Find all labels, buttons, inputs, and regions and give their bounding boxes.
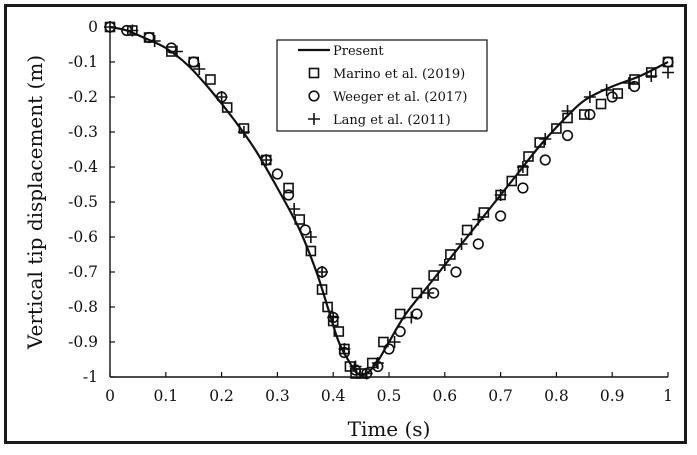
circle-point [584,108,596,121]
circle-point [188,56,200,68]
legend-label: Lang et al. (2011) [333,113,451,128]
legend-entry: Weeger et al. (2017) [308,90,468,105]
plus-point [316,266,329,278]
legend-entry: Lang et al. (2011) [308,113,451,128]
square-point [551,123,562,134]
x-tick-label: 0.2 [209,387,234,405]
plus-point [645,70,658,82]
series-line-present [109,25,669,377]
square-point [595,98,607,110]
x-tick-label: 0.3 [265,387,290,405]
square-point [578,109,590,120]
legend-label: Marino et al. (2019) [333,67,465,82]
plus-point [622,77,635,89]
legend-circle-symbol [308,90,320,102]
circle-point [606,91,618,103]
y-tick-label: -0.8 [68,298,98,316]
x-tick-label: 0.9 [600,387,625,405]
legend-box [276,39,488,132]
plus-point [327,311,340,324]
x-tick-label: 0.8 [544,387,569,405]
y-tick-label: -0.4 [68,158,98,176]
x-tick-label: 0.7 [488,387,513,405]
series [104,21,674,380]
circle-point [282,189,295,201]
y-tick-label: -0.2 [68,88,98,106]
ticks: 0 0.1 0.2 0.3 0.4 0.5 0.6 0.7 0.8 0.9 1 0 -0.1 -0.2 -0… [68,18,673,405]
x-tick-label: 0.1 [153,387,178,405]
circle-point [271,168,284,180]
square-point [506,175,518,187]
legend-square-symbol [308,67,320,79]
y-axis-title: Vertical tip displacement (m) [23,55,47,350]
circle-point [472,238,484,250]
plus-point [662,66,674,79]
y-tick-label: 0 [88,18,98,36]
square-point [322,301,333,313]
y-tick-label: -0.1 [68,53,98,71]
square-point [205,74,216,85]
legend-entry: Marino et al. (2019) [308,67,465,82]
legend: Present Marino et al. (2019) Weeger et al.… [276,39,488,132]
y-tick-label: -0.5 [68,193,98,211]
plus-point [304,231,317,243]
x-tick-label: 0.5 [377,387,402,405]
plus-point [422,287,435,299]
x-axis-title: Time (s) [348,417,431,441]
plus-point [193,63,206,75]
y-tick-label: -0.6 [68,228,98,246]
legend-label: Weeger et al. (2017) [333,90,468,105]
y-tick-label: -0.3 [68,123,98,141]
plus-point [405,311,418,324]
legend-entries: Present Marino et al. (2019) Weeger et al.… [298,44,468,128]
x-tick-label: 0 [105,387,115,405]
x-tick-label: 0.6 [432,387,457,405]
circle-point [561,129,574,142]
legend-entry: Present [298,44,384,59]
circle-point [539,154,551,166]
plus-point [388,336,401,348]
series-plus [104,21,674,380]
circle-point [517,182,529,194]
circle-point [495,210,507,222]
x-tick-label: 1 [663,387,673,405]
legend-plus-symbol [308,113,320,125]
square-point [316,284,328,295]
x-tick-label: 0.4 [321,387,346,405]
y-tick-label: -1 [83,368,98,386]
y-tick-label: -0.9 [68,333,98,351]
circle-point [450,266,462,278]
legend-label: Present [333,44,384,59]
square-point [283,182,294,194]
square-point [612,88,624,99]
y-tick-label: -0.7 [68,263,98,281]
